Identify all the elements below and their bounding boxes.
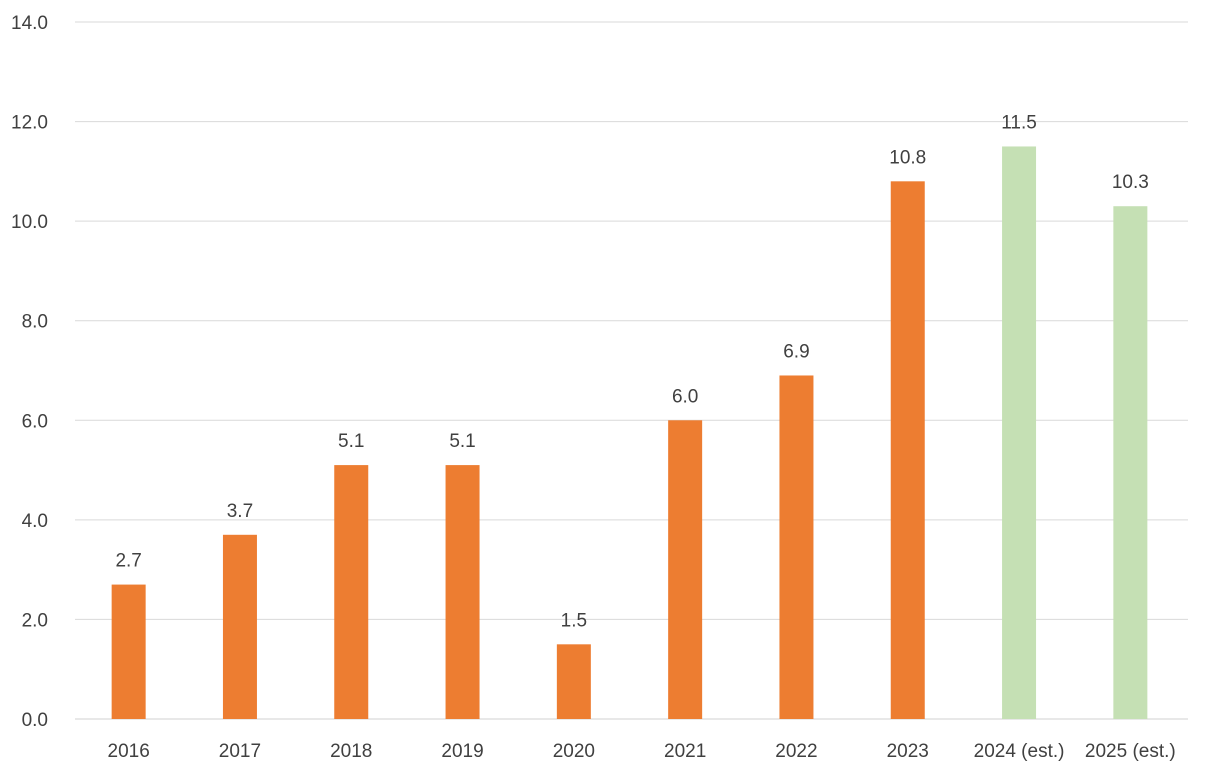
x-tick-label: 2016 <box>108 741 150 762</box>
y-axis-ticks: 0.0 2.0 4.0 6.0 8.0 10.0 12.0 14.0 <box>11 13 48 731</box>
bar <box>334 465 369 719</box>
x-tick-label: 2025 (est.) <box>1085 741 1176 762</box>
bar <box>445 465 480 719</box>
x-tick-label: 2017 <box>219 741 261 762</box>
bar <box>111 584 146 719</box>
x-tick-label: 2019 <box>441 741 483 762</box>
data-label: 5.1 <box>338 431 364 452</box>
bar <box>668 420 703 719</box>
gridlines <box>75 21 1188 720</box>
y-tick-label: 8.0 <box>22 312 48 333</box>
data-label: 6.9 <box>783 341 809 362</box>
y-tick-label: 0.0 <box>22 710 48 731</box>
bar <box>779 375 814 719</box>
bars <box>111 146 1148 720</box>
y-tick-label: 6.0 <box>22 411 48 432</box>
x-tick-label: 2024 (est.) <box>974 741 1065 762</box>
data-label: 6.0 <box>672 386 698 407</box>
x-tick-label: 2021 <box>664 741 706 762</box>
data-label: 11.5 <box>1001 112 1037 133</box>
x-tick-label: 2018 <box>330 741 372 762</box>
x-axis-ticks: 2016 2017 2018 2019 2020 2021 2022 2023 2024 (es… <box>108 741 1176 762</box>
data-label: 5.1 <box>449 431 475 452</box>
data-label: 10.8 <box>889 147 926 168</box>
data-label: 10.3 <box>1112 172 1149 193</box>
x-tick-label: 2023 <box>887 741 929 762</box>
data-labels: 2.7 3.7 5.1 5.1 1.5 6.0 6.9 10.8 11.5 10.3 <box>115 112 1148 631</box>
bar <box>556 644 591 719</box>
bar <box>1002 146 1037 719</box>
bar <box>222 534 257 719</box>
y-tick-label: 14.0 <box>11 13 48 34</box>
x-tick-label: 2020 <box>553 741 595 762</box>
y-tick-label: 10.0 <box>11 212 48 233</box>
data-label: 3.7 <box>227 501 253 522</box>
y-tick-label: 4.0 <box>22 511 48 532</box>
y-tick-label: 2.0 <box>22 610 48 631</box>
bar <box>890 181 925 720</box>
y-tick-label: 12.0 <box>11 113 48 134</box>
data-label: 1.5 <box>561 610 587 631</box>
data-label: 2.7 <box>115 551 141 572</box>
bar <box>1113 206 1148 719</box>
x-tick-label: 2022 <box>775 741 817 762</box>
